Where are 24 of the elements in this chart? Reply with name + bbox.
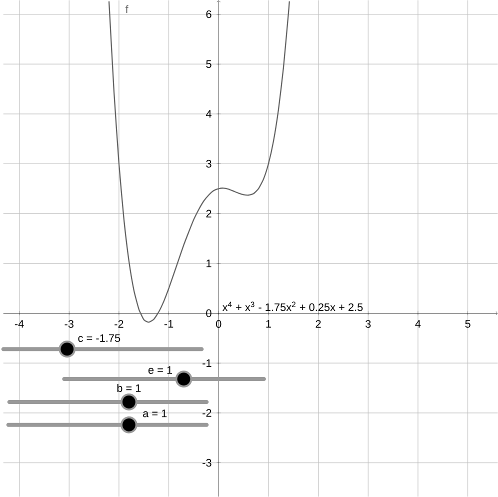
y-tick-label: 3 (206, 160, 212, 168)
annotation: x$^{4}$ + x$^{3}$ - 1.75x$^{2}$ + 0.25x + 2.5 (222, 302, 363, 312)
x-tick-label: 3 (366, 320, 371, 328)
y-tick-label: 6 (206, 10, 212, 18)
x-tick-label: -1 (164, 320, 174, 328)
y-tick-label: 5 (206, 60, 212, 68)
x-tick-label: 1 (266, 320, 271, 328)
annotation: b = 1 (117, 384, 141, 392)
annotation: c = -1.75 (78, 334, 120, 342)
x-tick-label: 4 (415, 320, 421, 328)
y-tick-label: 4 (206, 110, 212, 118)
annotation: a = 1 (143, 410, 167, 418)
y-tick-label: 2 (206, 210, 212, 218)
x-tick-label: 5 (465, 320, 470, 328)
y-tick-label: 1 (206, 260, 212, 268)
x-tick-label: 2 (316, 320, 321, 328)
y-tick-label: -3 (202, 458, 212, 467)
series-label: f (125, 5, 128, 14)
x-tick-label: -3 (64, 320, 74, 328)
x-tick-label: -2 (114, 320, 124, 328)
x-tick-label: -4 (14, 320, 24, 328)
y-tick-label: -1 (202, 359, 212, 367)
annotation: e = 1 (148, 366, 172, 374)
y-tick-label: -2 (202, 409, 212, 417)
